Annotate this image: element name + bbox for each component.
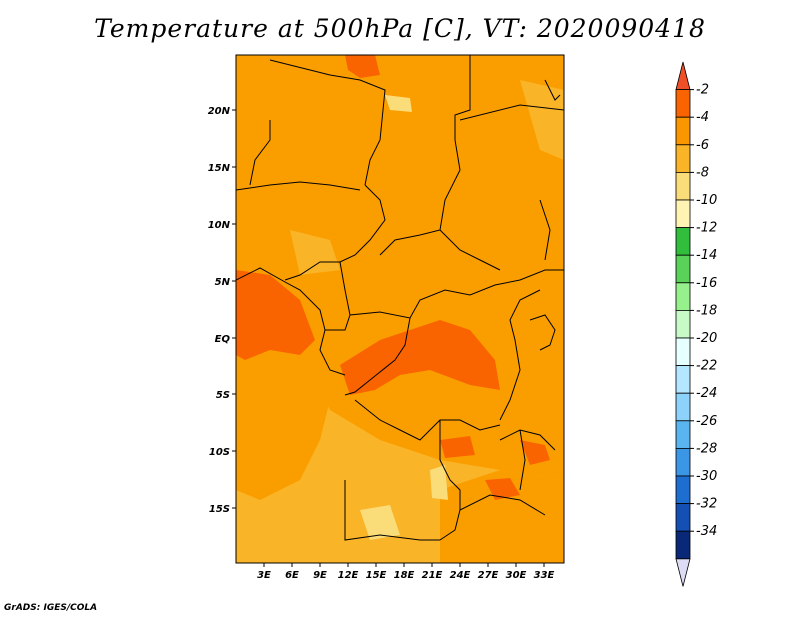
field-region-8-east [520, 80, 564, 160]
field-region-4-east [520, 440, 550, 465]
colorbar-box [675, 144, 691, 173]
colorbar-bottom-triangle [675, 558, 691, 587]
field-region-8-center [290, 230, 340, 275]
colorbar-label: -26 [696, 414, 717, 429]
lat-label: 5N [215, 277, 231, 288]
lon-label: 21E [422, 570, 443, 581]
lat-ticks [232, 109, 236, 509]
field-region-4-southeast [485, 478, 520, 500]
colorbar-label: -30 [696, 469, 717, 484]
colorbar-box [675, 503, 691, 532]
colorbar-box [675, 475, 691, 505]
colorbar-box [675, 89, 691, 118]
colorbar-box [675, 199, 691, 229]
colorbar-label: -8 [696, 165, 709, 180]
lon-label: 30E [506, 570, 527, 581]
colorbar-label: -2 [696, 83, 709, 98]
country-borders [236, 55, 564, 541]
field-region-10-a [360, 505, 400, 540]
lat-label: 15S [209, 504, 230, 515]
lon-label: 3E [257, 570, 271, 581]
colorbar-box [675, 447, 691, 477]
colorbar-top-triangle [675, 61, 691, 90]
lon-label: 9E [313, 570, 327, 581]
colorbar-label: -14 [696, 248, 717, 263]
field-region-4-congo [340, 320, 500, 395]
colorbar-label: -18 [696, 303, 717, 318]
colorbar-label: -24 [696, 386, 717, 401]
field-region-6-southeast [440, 470, 564, 563]
lon-label: 27E [478, 570, 499, 581]
colorbar-label: -6 [696, 138, 709, 153]
lat-label: EQ [215, 334, 231, 345]
colorbar-box [675, 530, 691, 560]
lon-label: 6E [285, 570, 299, 581]
colorbar-box [675, 365, 691, 394]
colorbar-box [675, 254, 691, 284]
colorbar-box [675, 392, 691, 422]
temperature-field [236, 55, 564, 563]
lat-label: 5S [216, 390, 230, 401]
colorbar-box [675, 337, 691, 367]
field-region-4-west [236, 270, 315, 360]
lon-label: 15E [366, 570, 387, 581]
map-title: Temperature at 500hPa [C], VT: 202009041… [94, 14, 706, 43]
colorbar-box [675, 282, 691, 311]
colorbar-box [675, 116, 691, 146]
field-region-10-b [385, 95, 412, 112]
colorbar-label: -34 [696, 524, 717, 539]
colorbar-label: -4 [696, 110, 709, 125]
field-region-10-c [430, 465, 448, 500]
grads-credit: GrADS: IGES/COLA [4, 603, 98, 613]
lon-label: 12E [338, 570, 359, 581]
lat-label: 15N [208, 163, 231, 174]
colorbar-label: -22 [696, 359, 717, 374]
lon-ticks [263, 563, 545, 567]
lon-label: 33E [534, 570, 555, 581]
field-region-4-lake [440, 436, 475, 458]
lat-label: 20N [208, 106, 231, 117]
lon-labels: 3E 6E 9E 12E 15E 18E 21E 24E 27E 30E 33E [257, 570, 554, 581]
colorbar-box [675, 227, 691, 256]
lon-label: 18E [394, 570, 415, 581]
colorbar-label: -12 [696, 221, 717, 236]
colorbar-label: -20 [696, 331, 717, 346]
colorbar-label: -16 [696, 276, 717, 291]
field-region-6-southwest [236, 330, 330, 500]
lat-labels: 20N 15N 10N 5N EQ 5S 10S 15S [208, 106, 231, 515]
colorbar-box [675, 420, 691, 449]
colorbar-box [675, 171, 691, 201]
lon-label: 24E [450, 570, 471, 581]
colorbar-label: -28 [696, 441, 717, 456]
field-region-4-north [345, 55, 380, 78]
map-frame [235, 54, 565, 564]
colorbar-box [675, 309, 691, 339]
colorbar-label: -32 [696, 497, 717, 512]
lat-label: 10S [209, 447, 230, 458]
colorbar: -2 -4 -6 -8 -10 -12 -14 -16 -18 -20 -22 -24 -26 -28 -3… [675, 61, 717, 587]
colorbar-label: -10 [696, 193, 717, 208]
lat-label: 10N [208, 220, 231, 231]
